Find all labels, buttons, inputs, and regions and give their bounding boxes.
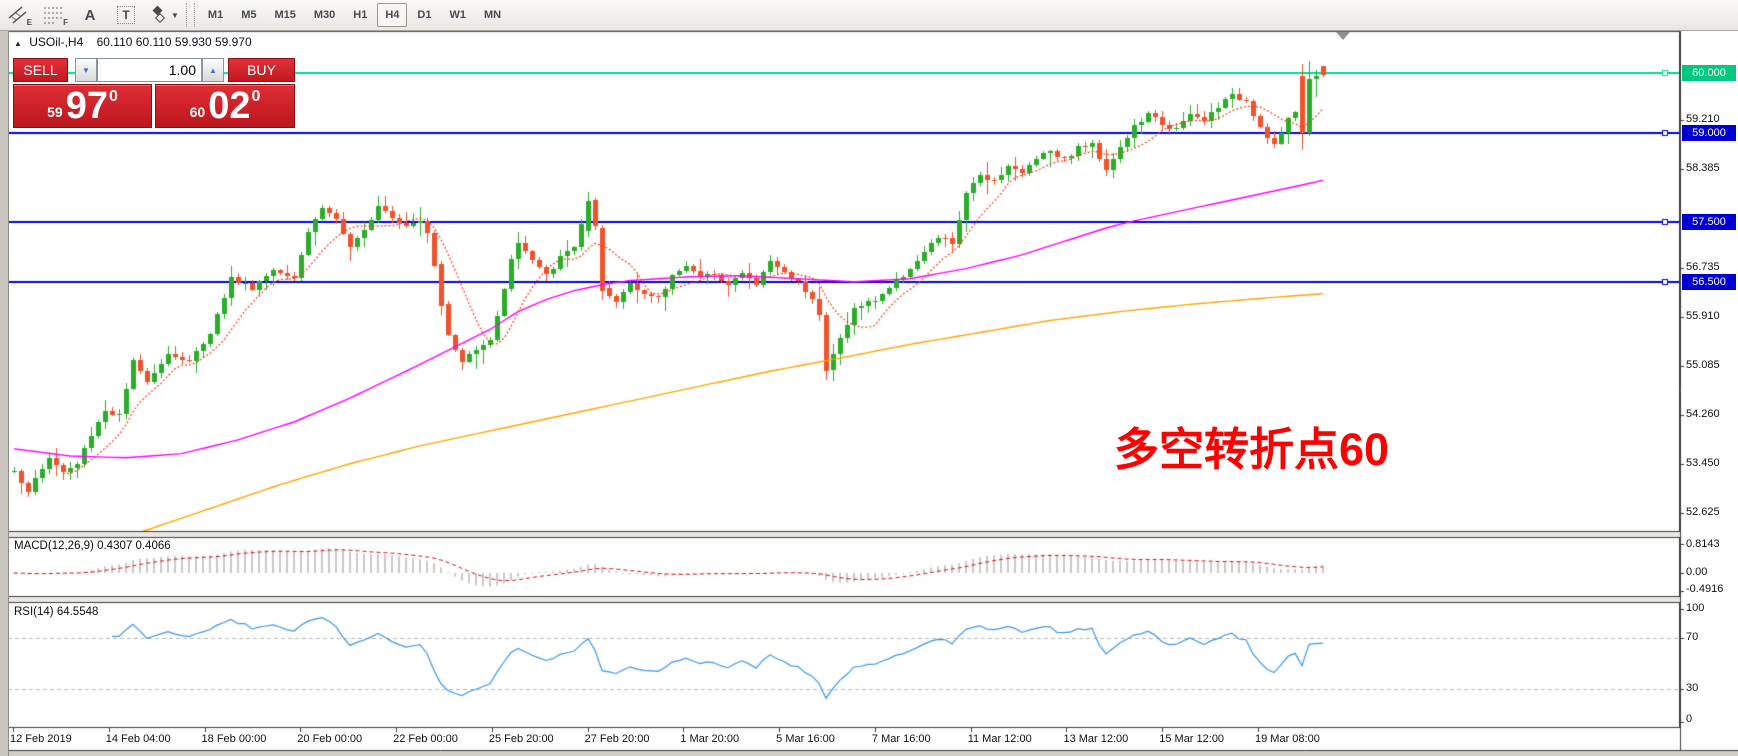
equidistant-channel-icon [8, 6, 27, 24]
chart-title: ▲ USOil-,H4 60.110 60.110 59.930 59.970 [14, 35, 252, 49]
equidistant-channel-button[interactable]: E [2, 2, 34, 28]
x-axis-label: 1 Mar 20:00 [680, 733, 740, 745]
level-price-badge[interactable]: 56.500 [1682, 274, 1736, 290]
x-axis-label: 13 Mar 12:00 [1063, 733, 1129, 745]
x-axis-label: 22 Feb 00:00 [393, 733, 458, 745]
y-axis-label: 55.910 [1686, 310, 1720, 322]
timeframe-button-h4[interactable]: H4 [377, 3, 408, 27]
shapes-icon [152, 5, 165, 23]
x-axis-label: 20 Feb 00:00 [297, 733, 363, 745]
timeframe-button-mn[interactable]: MN [483, 9, 502, 21]
y-axis-label: 53.450 [1686, 457, 1720, 469]
macd-axis-label: 0.00 [1686, 566, 1708, 578]
x-axis-label: 5 Mar 16:00 [776, 733, 835, 745]
text-box-button[interactable]: T [110, 2, 142, 28]
timeframe-button-h1[interactable]: H1 [353, 9, 368, 21]
sell-button[interactable]: SELL [13, 58, 68, 82]
caret-up-icon: ▲ [209, 65, 217, 75]
x-axis-label: 25 Feb 20:00 [488, 733, 554, 745]
toolbar-grip [185, 3, 195, 27]
y-axis-label: 55.085 [1686, 359, 1720, 371]
rsi-panel-label: RSI(14) 64.5548 [14, 606, 99, 618]
tool-sub-label: F [63, 18, 68, 27]
toolbar: E F A T ▼ M1 M5 M15 M30 H1 H4 D1 W1 MN [0, 0, 1738, 31]
buy-button[interactable]: BUY [228, 58, 295, 82]
x-axis-label: 7 Mar 16:00 [871, 733, 931, 745]
sell-price-sup: 0 [108, 88, 118, 105]
timeframe-button-w1[interactable]: W1 [449, 9, 466, 21]
x-axis-label: 11 Mar 12:00 [967, 733, 1032, 745]
y-axis-label: 54.260 [1686, 408, 1720, 420]
x-axis-label: 14 Feb 04:00 [105, 733, 171, 745]
collapse-arrow-icon[interactable]: ▲ [14, 39, 22, 48]
y-axis-label: 52.625 [1686, 506, 1720, 518]
timeframe-button-d1[interactable]: D1 [417, 9, 432, 21]
rsi-axis-label: 70 [1686, 631, 1699, 643]
macd-axis-label: -0.4916 [1686, 583, 1724, 595]
chevron-down-icon: ▼ [171, 10, 179, 20]
x-axis-label: 19 Mar 08:00 [1255, 733, 1320, 745]
sell-button-label: SELL [23, 62, 58, 78]
buy-price-big: 02 [208, 85, 251, 127]
buy-price-sup: 0 [251, 88, 261, 105]
rsi-axis-label: 30 [1686, 682, 1699, 694]
timeframe-button-m5[interactable]: M5 [241, 9, 257, 21]
symbol-period-label: USOil-,H4 [29, 35, 84, 49]
x-axis-label: 27 Feb 20:00 [584, 733, 650, 745]
macd-panel-label: MACD(12,26,9) 0.4307 0.4066 [14, 540, 171, 552]
sell-price-button[interactable]: 59 97 0 [13, 84, 152, 128]
timeframe-button-m1[interactable]: M1 [207, 9, 224, 21]
macd-axis-label: 0.8143 [1686, 538, 1720, 550]
volume-increase-button[interactable]: ▲ [202, 58, 224, 82]
buy-price-button[interactable]: 60 02 0 [155, 84, 295, 128]
x-axis-label: 18 Feb 00:00 [201, 733, 267, 745]
sell-price-prefix: 59 [47, 104, 63, 120]
level-price-badge[interactable]: 59.000 [1682, 125, 1736, 141]
chart-shift-marker-icon[interactable] [1336, 32, 1350, 40]
tool-sub-label: E [26, 18, 32, 27]
timeframe-button-m30[interactable]: M30 [313, 9, 336, 21]
sell-price-big: 97 [65, 85, 108, 127]
y-axis-label: 56.735 [1686, 261, 1720, 273]
chart-annotation-text: 多空转折点60 [1114, 424, 1390, 475]
volume-input[interactable] [97, 58, 202, 82]
fibonacci-button[interactable]: F [38, 2, 70, 28]
text-box-icon: T [117, 6, 135, 24]
caret-down-icon: ▼ [82, 65, 90, 75]
level-price-badge[interactable]: 60.000 [1682, 65, 1736, 81]
rsi-axis-label: 0 [1686, 713, 1693, 725]
y-axis-label: 59.210 [1686, 113, 1720, 125]
window-left-edge [0, 30, 9, 756]
timeframe-bar: M1 M5 M15 M30 H1 H4 D1 W1 MN [199, 3, 510, 27]
y-axis-label: 58.385 [1686, 162, 1720, 174]
timeframe-button-m15[interactable]: M15 [274, 9, 296, 21]
text-label-button[interactable]: A [74, 2, 106, 28]
x-axis-label: 12 Feb 2019 [10, 733, 72, 745]
price-chart-canvas[interactable] [8, 30, 1738, 756]
rsi-axis-label: 100 [1686, 602, 1705, 614]
ohlc-values: 60.110 60.110 59.930 59.970 [96, 35, 252, 49]
text-label-icon: A [84, 6, 96, 24]
fibonacci-icon [44, 7, 62, 24]
level-price-badge[interactable]: 57.500 [1682, 214, 1736, 230]
x-axis-label: 15 Mar 12:00 [1159, 733, 1225, 745]
buy-button-label: BUY [247, 62, 276, 78]
shapes-button[interactable]: ▼ [146, 2, 180, 28]
volume-decrease-button[interactable]: ▼ [75, 58, 97, 82]
buy-price-prefix: 60 [189, 104, 206, 120]
